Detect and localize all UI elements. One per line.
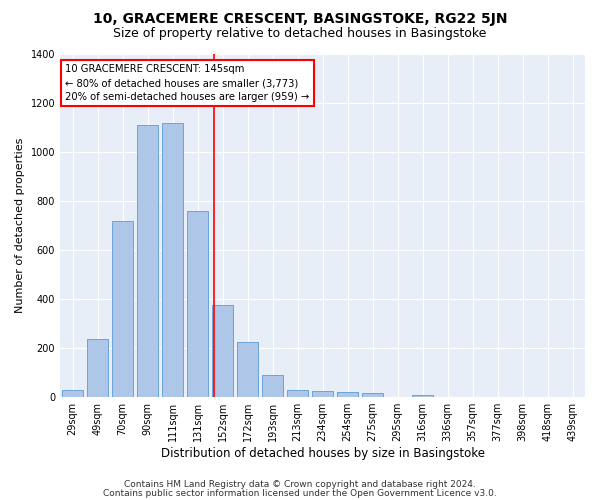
Bar [237, 342, 258, 397]
Bar [62, 390, 83, 397]
Text: 10, GRACEMERE CRESCENT, BASINGSTOKE, RG22 5JN: 10, GRACEMERE CRESCENT, BASINGSTOKE, RG2… [93, 12, 507, 26]
Bar [262, 375, 283, 397]
Y-axis label: Number of detached properties: Number of detached properties [15, 138, 25, 313]
Bar [362, 394, 383, 397]
Bar [312, 391, 333, 397]
Bar [412, 394, 433, 397]
Bar [212, 305, 233, 397]
Bar [337, 392, 358, 397]
Text: Contains public sector information licensed under the Open Government Licence v3: Contains public sector information licen… [103, 488, 497, 498]
Bar [187, 211, 208, 397]
Bar [87, 340, 108, 397]
Bar [112, 220, 133, 397]
Bar [287, 390, 308, 397]
Bar [162, 122, 183, 397]
Text: Contains HM Land Registry data © Crown copyright and database right 2024.: Contains HM Land Registry data © Crown c… [124, 480, 476, 489]
X-axis label: Distribution of detached houses by size in Basingstoke: Distribution of detached houses by size … [161, 447, 485, 460]
Bar [137, 125, 158, 397]
Text: Size of property relative to detached houses in Basingstoke: Size of property relative to detached ho… [113, 28, 487, 40]
Text: 10 GRACEMERE CRESCENT: 145sqm
← 80% of detached houses are smaller (3,773)
20% o: 10 GRACEMERE CRESCENT: 145sqm ← 80% of d… [65, 64, 310, 102]
